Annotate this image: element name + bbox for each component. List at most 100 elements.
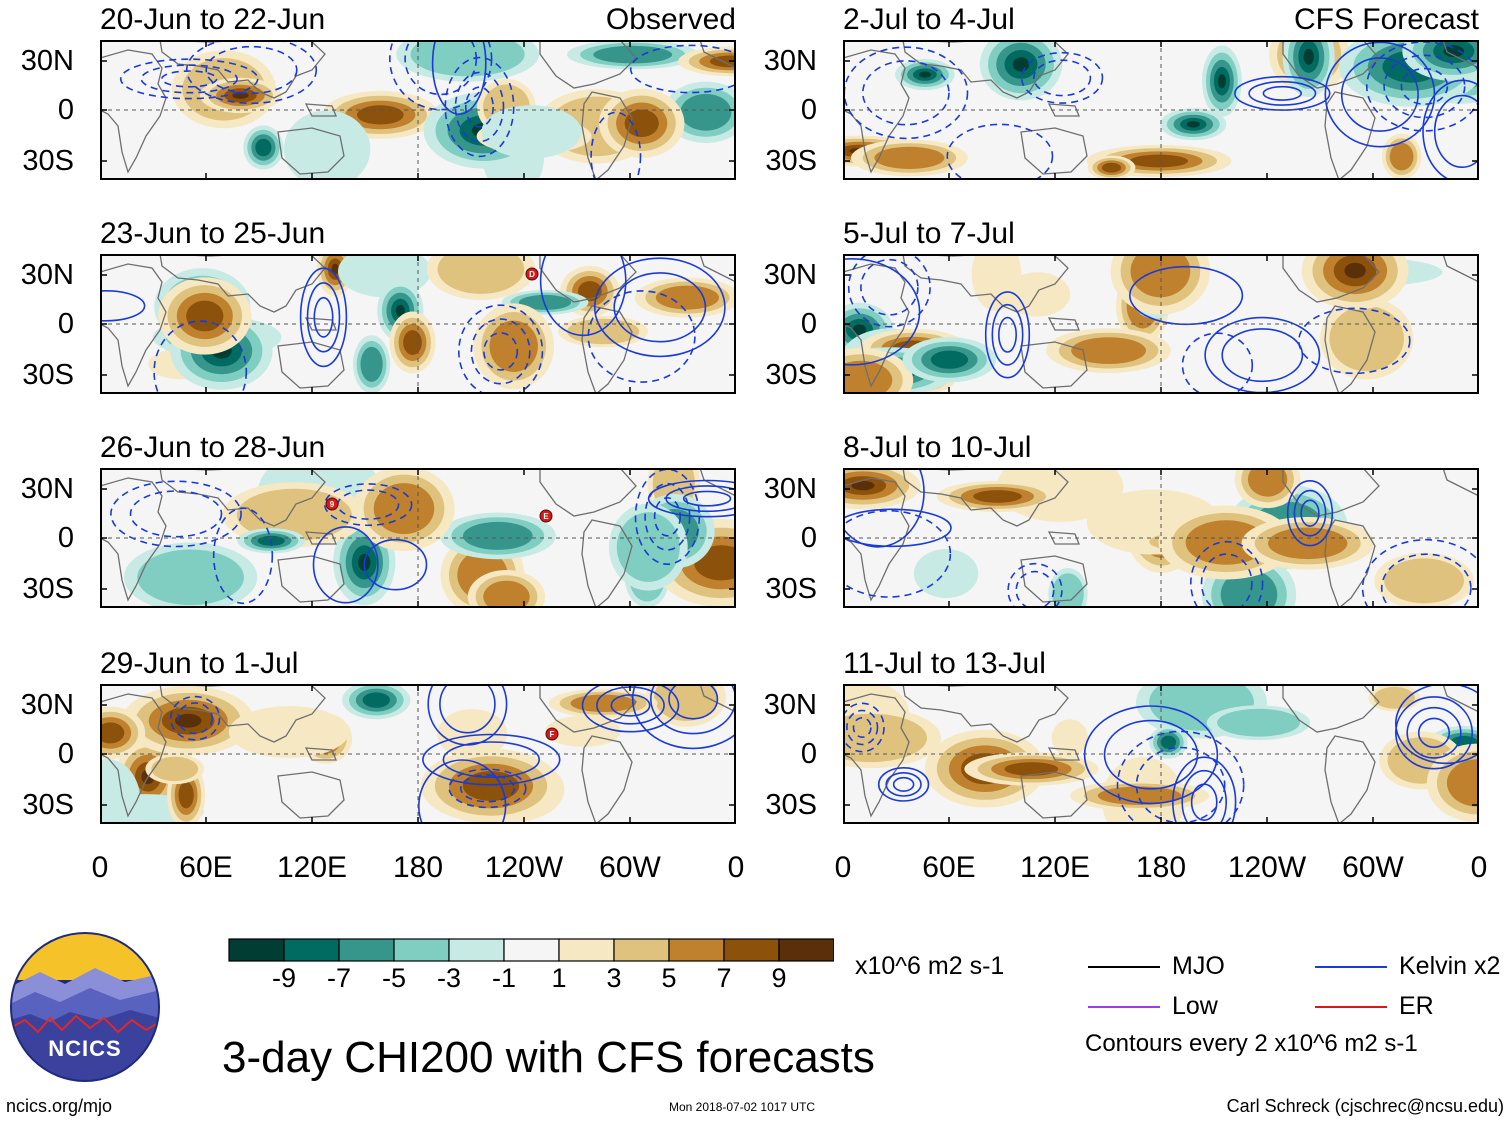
map-panel-1 [100,40,736,180]
coastline [1324,735,1376,824]
kelvin-contour [299,267,348,368]
kelvin-contour [140,64,238,94]
chi-anomaly-shading [843,40,1479,180]
coastline [699,684,736,713]
anomaly-blob [178,781,194,809]
coastline [304,103,337,117]
lat-tick-label: 30S [22,359,74,391]
kelvin-contour [454,71,505,143]
lat-tick-label: 30N [20,473,74,505]
kelvin-contours [100,254,726,394]
kelvin-contour [363,538,428,591]
coastline [277,341,345,389]
coastline [699,254,736,283]
anomaly-blob [973,490,1022,503]
anomaly-blob [616,512,680,582]
figure-title: 3-day CHI200 with CFS forecasts [222,1033,875,1082]
panel-period-title: 23-Jun to 25-Jun [100,217,326,250]
ncics-logo: NCICS [10,932,160,1082]
anomaly-blob [373,483,435,535]
kelvin-contour [843,508,952,548]
anomaly-blob [410,40,525,77]
anomaly-blob [918,71,931,78]
kelvin-contours [119,40,736,180]
kelvin-contour [668,684,719,720]
kelvin-contour [1116,730,1245,824]
lat-tick-label: 30S [22,573,74,605]
coastline [902,40,1069,99]
anomaly-blob [481,105,582,159]
anomaly-blob [1384,558,1464,604]
legend-line-er [1315,1006,1387,1008]
lon-tick-label: 60E [922,851,976,884]
colorbar-label: 3 [606,963,622,993]
forecast-label: CFS Forecast [1293,3,1479,36]
anomaly-blob [1071,337,1146,364]
colorbar-label: 7 [716,963,732,993]
lon-tick-label: 180 [1135,851,1187,884]
units-label: x10^6 m2 s-1 [855,952,1005,980]
kelvin-contour [1383,54,1466,119]
coastline [843,477,910,602]
storm-marker [325,497,339,511]
kelvin-contour [324,483,413,527]
lat-tick-label: 30N [763,259,817,291]
kelvin-contour [653,496,682,537]
panel-period-title: 11-Jul to 13-Jul [843,647,1046,680]
anomaly-blob [1389,142,1414,171]
kelvin-contour [1129,265,1244,326]
coastline [1282,684,1380,733]
lat-tick-label: 0 [57,94,74,126]
kelvin-contour [1286,479,1334,547]
kelvin-contour [984,291,1031,379]
anomaly-blob [1247,468,1288,497]
panel-period-title: 29-Jun to 1-Jul [100,647,299,680]
lat-tick-label: 30N [20,689,74,721]
coastline [1047,103,1080,117]
anomaly-blob [1443,45,1465,58]
lat-tick-label: 0 [57,308,74,340]
kelvin-contour [110,480,242,548]
lat-tick-label: 0 [800,738,817,770]
kelvin-contour [1262,85,1302,101]
coastline [539,254,637,303]
logo-text: NCICS [48,1036,121,1061]
coastline [1282,254,1380,303]
storm-marker-label: E [543,512,549,521]
coastline [539,40,637,89]
lat-tick-label: 30N [763,45,817,77]
kelvin-contour [631,684,736,750]
anomaly-blob [186,300,224,332]
anomaly-blob [1051,719,1088,757]
kelvin-contour [418,759,507,824]
anomaly-blob [874,146,945,169]
anomaly-blob [100,759,141,824]
colorbar-swatch [338,938,395,962]
coastline [902,684,1069,743]
kelvin-contour [458,304,544,394]
coastlines [100,254,736,394]
lat-tick-label: 30N [20,45,74,77]
storm-marker [545,727,559,741]
kelvin-contour [581,684,680,733]
chi-anomaly-shading [843,254,1443,394]
coastline [1047,747,1080,761]
legend-line-kelvin-x2 [1315,966,1387,968]
kelvin-contour [885,772,922,797]
chi-anomaly-shading [100,684,726,824]
storm-marker [525,267,539,281]
anomaly-blob [1217,708,1300,737]
anomaly-blob [518,294,572,310]
kelvin-contour [1181,332,1254,394]
coastline [277,771,345,819]
panel-frame [843,254,1479,394]
lat-tick-label: 30S [765,789,817,821]
coastline [1282,40,1380,89]
coastline [100,693,167,818]
coastline [1442,468,1479,497]
kelvin-contour [185,40,318,105]
coastline [1282,468,1380,517]
lat-tick-label: 0 [800,522,817,554]
lon-tick-label: 60W [1342,851,1404,884]
colorbar-swatch [393,938,450,962]
